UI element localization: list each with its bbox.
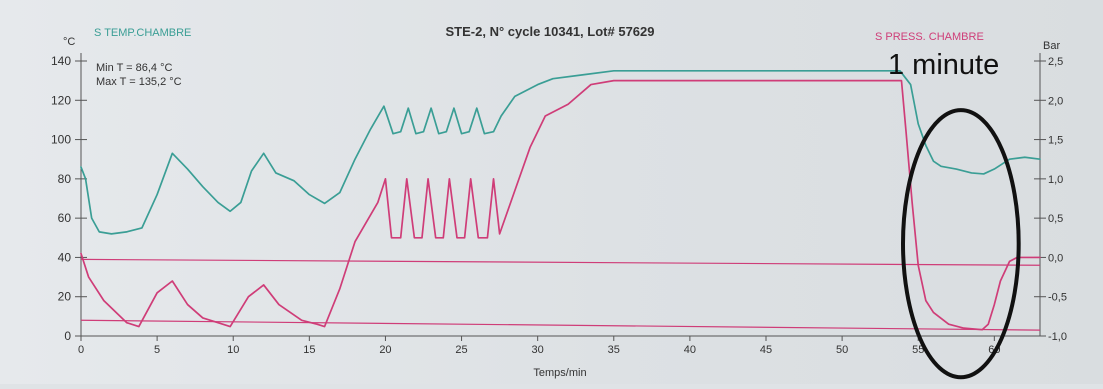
temperature-series-line	[80, 69, 1041, 235]
annotation-ellipse	[901, 108, 1021, 380]
x-tick-label: 0	[78, 344, 84, 356]
right-tick-label: 2,5	[1048, 56, 1063, 68]
right-tick-label: 2,0	[1048, 95, 1063, 107]
annotation-text: 1 minute	[888, 49, 999, 81]
left-axis-unit: °C	[63, 36, 75, 48]
left-tick-label: 100	[51, 133, 71, 147]
x-tick-label: 50	[836, 344, 848, 356]
x-tick-label: 45	[760, 344, 772, 356]
x-tick-label: 35	[608, 344, 620, 356]
zero-pressure-line	[80, 258, 1041, 266]
left-tick-label: 120	[51, 93, 71, 107]
right-tick-label: 0,5	[1048, 213, 1063, 225]
right-tick-label: -0,5	[1048, 292, 1067, 304]
left-tick-label: 40	[58, 250, 72, 264]
x-tick-label: 5	[154, 344, 160, 356]
min-temperature-text: Min T = 86,4 °C	[96, 62, 173, 74]
legend-press-label: S PRESS. CHAMBRE	[875, 31, 984, 43]
left-tick-label: 80	[58, 172, 72, 186]
right-tick-label: -1,0	[1048, 331, 1067, 343]
legend-temp-label: S TEMP.CHAMBRE	[94, 27, 191, 39]
max-temperature-text: Max T = 135,2 °C	[96, 76, 182, 88]
x-tick-label: 15	[303, 344, 315, 356]
right-tick-label: 0,0	[1048, 252, 1063, 264]
x-axis-label: Temps/min	[533, 367, 586, 379]
pressure-series-line	[80, 79, 1041, 331]
right-tick-label: 1,0	[1048, 174, 1063, 186]
annotation-layer	[901, 108, 1021, 380]
x-tick-label: 10	[227, 344, 239, 356]
axes-layer: 0 5 10 15 20 25 30 35 40 45 50 55 600204060801001201…	[51, 53, 1067, 356]
left-tick-label: 0	[64, 329, 71, 343]
left-tick-label: 140	[51, 54, 71, 68]
left-tick-label: 60	[58, 211, 72, 225]
x-tick-label: 20	[379, 344, 391, 356]
x-tick-label: 25	[455, 344, 467, 356]
x-tick-label: 40	[684, 344, 696, 356]
chart-title: STE-2, N° cycle 10341, Lot# 57629	[446, 24, 655, 39]
x-tick-label: 30	[532, 344, 544, 356]
x-tick-label: 55	[912, 344, 924, 356]
right-tick-label: 1,5	[1048, 135, 1063, 147]
left-tick-label: 20	[58, 290, 72, 304]
series-layer	[80, 69, 1041, 331]
vacuum-pressure-line	[80, 319, 1041, 331]
right-axis-unit: Bar	[1043, 40, 1060, 52]
